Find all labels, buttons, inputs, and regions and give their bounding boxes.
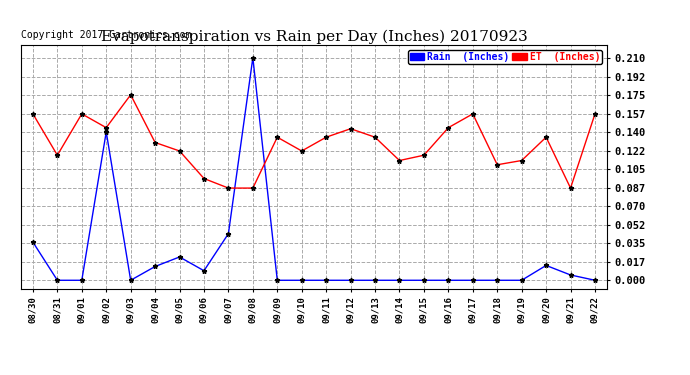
Legend: Rain  (Inches), ET  (Inches): Rain (Inches), ET (Inches)	[408, 50, 602, 64]
Text: Copyright 2017 Cartronics.com: Copyright 2017 Cartronics.com	[21, 30, 191, 40]
Title: Evapotranspiration vs Rain per Day (Inches) 20170923: Evapotranspiration vs Rain per Day (Inch…	[101, 30, 527, 44]
